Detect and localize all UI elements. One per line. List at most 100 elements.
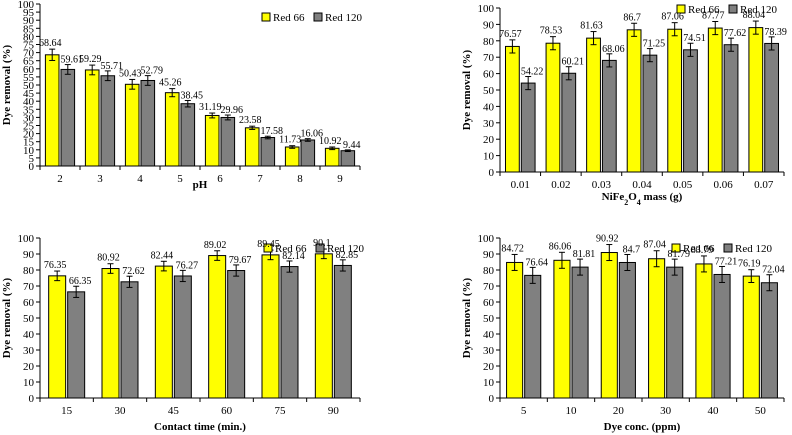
bar-red-120 (520, 82, 536, 173)
legend-swatch-red-66 (671, 243, 681, 253)
x-tick-label: 75 (275, 405, 287, 417)
chart-ph (36, 3, 361, 170)
data-label: 84.72 (501, 243, 524, 254)
bar-red-120 (140, 79, 156, 167)
bar-red-120 (601, 59, 617, 173)
data-label: 86.06 (549, 241, 572, 252)
x-tick-label: 9 (337, 173, 343, 185)
bar-red-120 (100, 75, 116, 167)
x-tick-label: 15 (61, 405, 73, 417)
bar-red-66 (84, 69, 100, 167)
data-label: 68.06 (602, 44, 625, 55)
data-label: 10.92 (319, 136, 342, 147)
y-tick-label: 50 (23, 80, 35, 92)
bar-red-66 (586, 37, 601, 173)
bar-red-66 (748, 27, 764, 173)
y-tick-label: 80 (23, 265, 35, 277)
data-label: 79.67 (229, 255, 252, 266)
x-tick-label: 90 (328, 405, 340, 417)
data-label: 87.04 (643, 240, 666, 251)
bar-red-66 (44, 54, 60, 167)
bar-red-120 (764, 42, 780, 173)
data-label: 16.06 (301, 129, 324, 140)
y-tick-label: 90 (483, 249, 495, 261)
bar-red-66 (600, 252, 618, 399)
y-tick-label: 40 (23, 96, 35, 108)
bar-red-66 (648, 258, 666, 399)
y-tick-label: 70 (483, 52, 495, 64)
bar-red-120 (618, 261, 636, 399)
bar-red-66 (154, 265, 173, 399)
bar-red-66 (545, 42, 561, 173)
x-axis-label: pH (193, 179, 208, 191)
data-label: 89.45 (257, 239, 280, 250)
bar-red-120 (713, 273, 731, 399)
data-label: 68.64 (39, 38, 62, 49)
y-tick-label: 40 (23, 329, 35, 341)
bar-red-66 (553, 259, 571, 399)
x-tick-label: 0.01 (511, 179, 530, 191)
y-tick-label: 90 (23, 249, 35, 261)
bar-red-120 (227, 270, 246, 399)
x-tick-label: 40 (708, 405, 720, 417)
data-label: 82.14 (282, 251, 305, 262)
data-label: 87.77 (702, 10, 725, 21)
y-tick-label: 45 (23, 88, 35, 100)
y-tick-label: 90 (483, 19, 495, 31)
y-tick-label: 30 (483, 345, 495, 357)
y-tick-label: 40 (483, 101, 495, 113)
y-tick-label: 55 (23, 72, 35, 84)
bar-red-120 (683, 49, 698, 173)
legend-swatch-red-120 (313, 12, 323, 22)
x-tick-label: 0.05 (673, 179, 693, 191)
bar-red-120 (180, 103, 196, 167)
data-label: 76.64 (525, 257, 548, 268)
x-tick-label: 10 (566, 405, 578, 417)
bar-red-66 (208, 255, 227, 399)
bar-red-120 (333, 264, 352, 399)
y-tick-label: 5 (29, 153, 35, 165)
x-axis-label: NiFe2O4 mass (g) (602, 191, 683, 207)
y-tick-label: 15 (23, 137, 35, 149)
y-tick-label: 10 (23, 377, 35, 389)
data-label: 90.92 (596, 234, 619, 245)
y-tick-label: 95 (23, 7, 35, 19)
data-label: 78.39 (764, 27, 787, 38)
data-label: 72.62 (122, 266, 145, 277)
x-tick-label: 7 (257, 173, 263, 185)
data-label: 72.04 (762, 265, 785, 276)
y-tick-label: 90 (23, 15, 35, 27)
x-tick-label: 0.02 (551, 179, 570, 191)
bar-red-120 (760, 282, 778, 399)
y-tick-label: 100 (478, 233, 495, 245)
bar-red-66 (101, 268, 120, 399)
data-label: 59.29 (79, 54, 102, 65)
data-label: 50.43 (119, 68, 142, 79)
bar-red-66 (204, 114, 220, 167)
data-label: 45.26 (159, 78, 182, 89)
bar-red-66 (261, 254, 280, 399)
bar-red-120 (723, 44, 739, 173)
bar-red-120 (561, 72, 577, 173)
legend-label: Red 120 (327, 243, 364, 255)
x-tick-label: 4 (137, 173, 143, 185)
x-tick-label: 5 (177, 173, 183, 185)
y-tick-label: 70 (23, 281, 35, 293)
x-tick-label: 0.03 (592, 179, 612, 191)
bar-red-120 (173, 275, 192, 399)
x-tick-label: 60 (221, 405, 233, 417)
data-label: 71.25 (643, 39, 666, 50)
bar-red-120 (120, 281, 139, 399)
data-label: 52.79 (141, 66, 164, 77)
x-tick-label: 0.07 (754, 179, 774, 191)
x-tick-label: 30 (660, 405, 672, 417)
y-tick-label: 10 (483, 151, 495, 163)
x-tick-label: 20 (613, 405, 625, 417)
y-tick-label: 0 (29, 161, 35, 173)
data-label: 66.35 (69, 276, 92, 287)
x-tick-label: 45 (168, 405, 180, 417)
data-label: 9.44 (343, 140, 361, 151)
data-label: 74.51 (683, 33, 706, 44)
data-label: 59.61 (61, 55, 84, 66)
x-tick-label: 5 (521, 405, 527, 417)
